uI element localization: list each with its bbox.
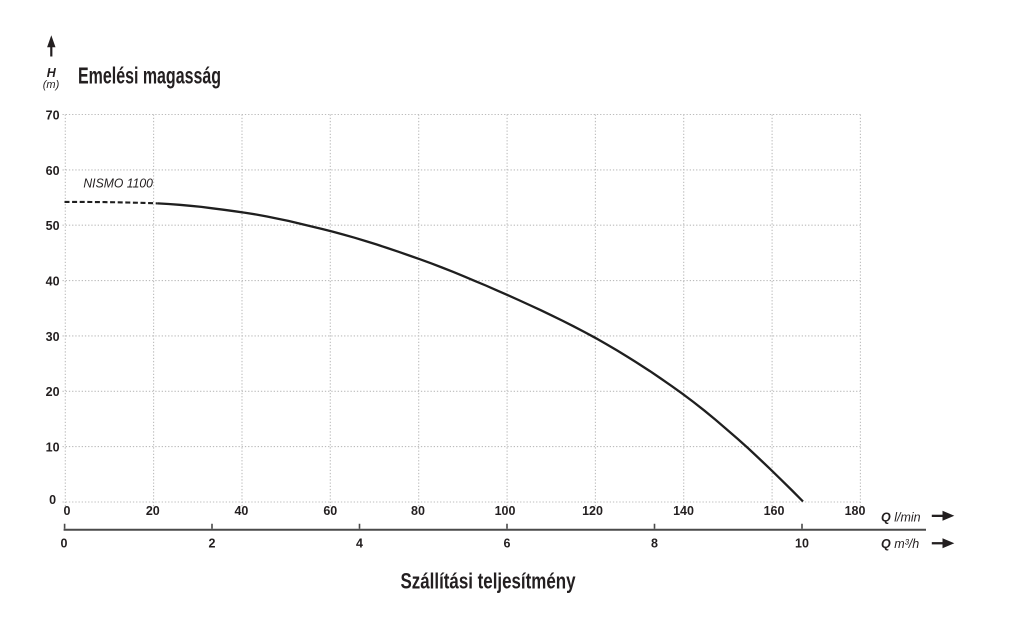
svg-text:4: 4 <box>356 537 363 551</box>
svg-text:120: 120 <box>582 504 603 518</box>
svg-text:Q l/min: Q l/min <box>881 511 921 525</box>
svg-text:180: 180 <box>845 504 866 518</box>
svg-text:(m): (m) <box>43 79 60 91</box>
svg-text:20: 20 <box>46 385 60 399</box>
svg-text:0: 0 <box>49 493 56 507</box>
svg-text:40: 40 <box>234 504 248 518</box>
svg-text:30: 30 <box>46 330 60 344</box>
svg-text:160: 160 <box>764 504 785 518</box>
svg-text:8: 8 <box>651 537 658 551</box>
svg-text:60: 60 <box>323 504 337 518</box>
svg-text:0: 0 <box>64 504 71 518</box>
svg-text:2: 2 <box>209 537 216 551</box>
svg-text:60: 60 <box>46 164 60 178</box>
svg-text:10: 10 <box>46 441 60 455</box>
svg-text:Emelési magasság: Emelési magasság <box>78 63 221 89</box>
svg-text:140: 140 <box>673 504 694 518</box>
svg-text:50: 50 <box>46 219 60 233</box>
svg-text:40: 40 <box>46 275 60 289</box>
svg-text:100: 100 <box>495 504 516 518</box>
svg-text:80: 80 <box>411 504 425 518</box>
svg-text:6: 6 <box>504 537 511 551</box>
svg-text:20: 20 <box>146 504 160 518</box>
svg-text:70: 70 <box>46 108 60 122</box>
svg-text:0: 0 <box>61 537 68 551</box>
svg-text:Szállítási teljesítmény: Szállítási teljesítmény <box>401 569 577 594</box>
svg-text:Q m³/h: Q m³/h <box>881 537 919 551</box>
svg-text:H: H <box>47 66 57 80</box>
svg-text:NISMO 1100: NISMO 1100 <box>83 176 153 191</box>
svg-text:10: 10 <box>795 537 809 551</box>
